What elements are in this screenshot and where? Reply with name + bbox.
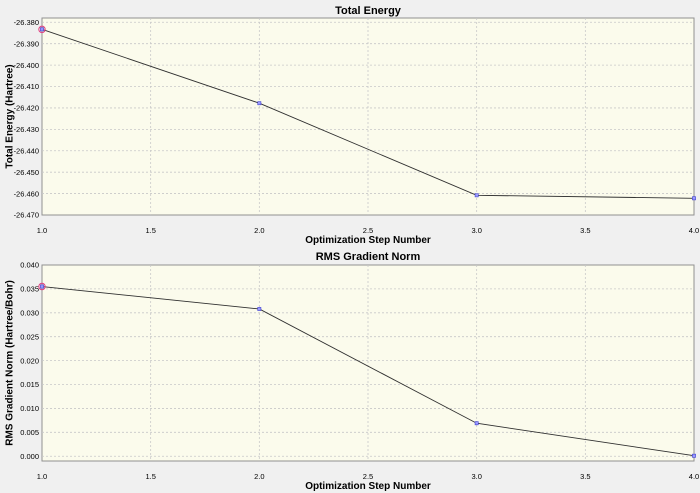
x-tick-label: 3.5 bbox=[580, 472, 590, 481]
x-tick-label: 4.0 bbox=[689, 226, 699, 235]
y-tick-label: -26.470 bbox=[14, 211, 39, 220]
x-tick-label: 3.0 bbox=[471, 472, 481, 481]
y-tick-label: 0.025 bbox=[20, 332, 39, 341]
data-point[interactable] bbox=[692, 453, 696, 458]
x-tick-label: 1.5 bbox=[145, 226, 155, 235]
selected-point-marker[interactable] bbox=[38, 282, 46, 291]
y-tick-label: 0.015 bbox=[20, 380, 39, 389]
y-tick-label: -26.440 bbox=[14, 146, 39, 155]
data-point[interactable] bbox=[257, 307, 262, 311]
data-point[interactable] bbox=[40, 284, 44, 289]
y-axis-label: Total Energy (Hartree) bbox=[5, 64, 16, 168]
x-tick-label: 1.5 bbox=[145, 472, 155, 481]
x-axis-label: Optimization Step Number bbox=[305, 235, 431, 246]
chart-panel-1: 1.0 1.5 2.0 2.5 3.0 3.5 4.0 -26.380 -26.390 -26.4… bbox=[5, 5, 700, 246]
x-tick-label: 1.0 bbox=[37, 226, 47, 235]
chart-title: Total Energy bbox=[335, 5, 402, 17]
y-tick-label: -26.400 bbox=[14, 61, 39, 70]
x-tick-label: 4.0 bbox=[689, 472, 699, 481]
chart-panel-2: 1.0 1.5 2.0 2.5 3.0 3.5 4.0 0.040 0.035 0.030 0.02… bbox=[5, 251, 700, 492]
y-tick-label: 0.000 bbox=[20, 452, 39, 461]
y-tick-label: -26.460 bbox=[14, 189, 39, 198]
y-tick-label: 0.010 bbox=[20, 404, 39, 413]
x-tick-label: 3.0 bbox=[471, 226, 481, 235]
y-tick-label: -26.380 bbox=[14, 18, 39, 27]
x-tick-label: 1.0 bbox=[37, 472, 47, 481]
y-tick-label: 0.005 bbox=[20, 428, 39, 437]
y-tick-label: 0.030 bbox=[20, 309, 39, 318]
y-tick-label: -26.410 bbox=[14, 82, 39, 91]
x-tick-label: 2.0 bbox=[254, 226, 264, 235]
y-tick-label: 0.040 bbox=[20, 261, 39, 270]
y-axis-label: RMS Gradient Norm (Hartree/Bohr) bbox=[5, 280, 16, 446]
data-point[interactable] bbox=[474, 421, 479, 426]
y-tick-label: -26.390 bbox=[14, 39, 39, 48]
chart-title: RMS Gradient Norm bbox=[316, 251, 421, 263]
x-tick-label: 2.5 bbox=[363, 472, 373, 481]
data-point[interactable] bbox=[474, 193, 479, 198]
y-tick-label: -26.430 bbox=[14, 125, 39, 134]
x-axis-label: Optimization Step Number bbox=[305, 481, 431, 492]
y-tick-label: 0.035 bbox=[20, 285, 39, 294]
data-point[interactable] bbox=[257, 101, 262, 106]
x-tick-label: 2.0 bbox=[254, 472, 264, 481]
series-line bbox=[41, 286, 695, 457]
selected-point-marker[interactable] bbox=[38, 25, 46, 34]
y-tick-label: 0.020 bbox=[20, 356, 39, 365]
x-tick-label: 3.5 bbox=[580, 226, 590, 235]
y-tick-label: -26.450 bbox=[14, 168, 39, 177]
y-tick-label: -26.420 bbox=[14, 104, 39, 113]
series-line bbox=[41, 28, 695, 199]
data-point[interactable] bbox=[40, 27, 44, 32]
data-point[interactable] bbox=[692, 196, 696, 201]
x-tick-label: 2.5 bbox=[363, 226, 373, 235]
